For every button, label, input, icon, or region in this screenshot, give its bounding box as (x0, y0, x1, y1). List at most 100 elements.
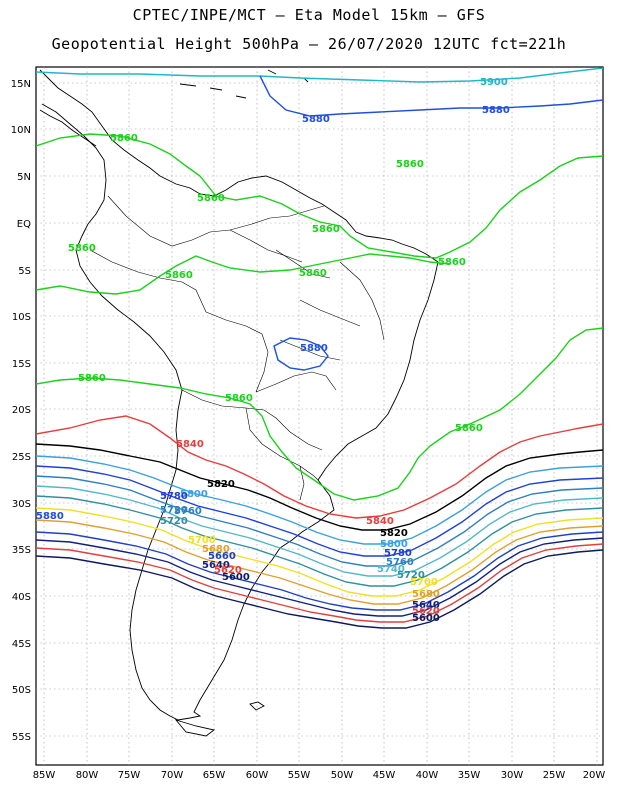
label-5700-a: 5700 (188, 535, 216, 546)
label-5780-a: 5780 (160, 491, 188, 502)
tierra-del-fuego (174, 719, 216, 737)
label-5880-edge: 5880 (36, 511, 64, 522)
contour-5600 (36, 549, 603, 629)
falklands (249, 701, 265, 711)
lat-label: 15S (12, 359, 31, 370)
contour-5880-north (259, 75, 603, 117)
map-frame (35, 66, 604, 766)
lon-label: 55W (288, 770, 311, 781)
contour-5900 (36, 67, 603, 83)
lon-label: 20W (583, 770, 606, 781)
label-5620-a: 5620 (214, 565, 242, 576)
contour-5800 (36, 455, 603, 545)
label-5740: 5740 (377, 564, 405, 575)
lat-label: 25S (12, 452, 31, 463)
contour-labels: 5900 5880 5880 5860 5860 5860 5860 5860 … (36, 77, 510, 624)
lon-label: 70W (161, 770, 184, 781)
label-5720-c: 5720 (397, 570, 425, 581)
label-5860-f: 5860 (165, 270, 193, 281)
label-5660: 5660 (208, 551, 236, 562)
label-5720-a: 5720 (160, 505, 188, 516)
contour-5640 (36, 537, 603, 617)
label-5860-g: 5860 (299, 268, 327, 279)
label-5860-k: 5860 (455, 423, 483, 434)
label-5640-a: 5640 (202, 560, 230, 571)
lon-label: 45W (373, 770, 396, 781)
label-5620-b: 5620 (412, 606, 440, 617)
label-5760-b: 5760 (386, 557, 414, 568)
chart-title: CPTEC/INPE/MCT – Eta Model 15km – GFS (132, 6, 486, 24)
central-america-outline (39, 109, 97, 147)
lat-label: 50S (12, 685, 31, 696)
label-5820-a: 5820 (207, 479, 235, 490)
contour-5740 (36, 485, 603, 577)
height-contours (36, 67, 603, 629)
label-5860-j: 5860 (225, 393, 253, 404)
label-5860-d: 5860 (312, 224, 340, 235)
lon-label: 80W (76, 770, 99, 781)
lat-label: 5N (17, 172, 31, 183)
label-5860-i: 5860 (78, 373, 106, 384)
lon-label: 85W (33, 770, 56, 781)
contour-5760 (36, 475, 603, 567)
graticule (36, 67, 603, 765)
lon-label: 60W (246, 770, 269, 781)
contour-5860-amazon (36, 253, 451, 295)
latitude-labels: 15N 10N 5N EQ 5S 10S 15S 20S 25S 30S 35S… (11, 79, 31, 743)
longitude-labels: 85W 80W 75W 70W 65W 60W 55W 50W 45W 40W … (33, 770, 606, 781)
lon-label: 35W (458, 770, 481, 781)
contour-5700 (36, 507, 603, 597)
country-borders (89, 195, 385, 501)
label-5880-closed: 5880 (300, 343, 328, 354)
contour-5660 (36, 531, 603, 611)
lat-label: 5S (18, 266, 31, 277)
lat-label: 20S (12, 405, 31, 416)
contour-5820 (36, 443, 603, 531)
label-5860-c: 5860 (197, 193, 225, 204)
lon-label: 50W (331, 770, 354, 781)
contour-5620 (36, 543, 603, 623)
label-5700-b: 5700 (410, 577, 438, 588)
label-5720-b: 5720 (160, 516, 188, 527)
lon-label: 75W (118, 770, 141, 781)
label-5860-e: 5860 (68, 243, 96, 254)
label-5780-b: 5780 (384, 548, 412, 559)
lon-label: 30W (501, 770, 524, 781)
lat-label: 35S (12, 545, 31, 556)
lat-label: EQ (17, 219, 31, 230)
contour-5680 (36, 519, 603, 605)
label-5600-a: 5600 (222, 572, 250, 583)
contour-5880-closed (273, 337, 329, 371)
label-5640-b: 5640 (412, 600, 440, 611)
lat-label: 45S (12, 639, 31, 650)
label-5760-a: 5760 (174, 506, 202, 517)
label-5680-a: 5680 (202, 544, 230, 555)
contour-5720 (36, 495, 603, 587)
label-5800-a: 5800 (180, 489, 208, 500)
contour-5780 (36, 465, 603, 557)
lon-label: 65W (203, 770, 226, 781)
label-5900: 5900 (480, 77, 508, 88)
contour-5860-north (36, 133, 603, 259)
lon-label: 25W (543, 770, 566, 781)
chart-subtitle: Geopotential Height 500hPa – 26/07/2020 … (51, 35, 567, 53)
south-america-outline (39, 69, 439, 721)
contour-5860-south (36, 327, 603, 501)
label-5600-b: 5600 (412, 613, 440, 624)
lat-label: 55S (12, 732, 31, 743)
label-5840-b: 5840 (366, 516, 394, 527)
label-5860-h: 5860 (438, 257, 466, 268)
label-5880-north-a: 5880 (302, 114, 330, 125)
lat-label: 30S (12, 499, 31, 510)
label-5820-b: 5820 (380, 528, 408, 539)
lat-label: 10N (11, 125, 31, 136)
label-5800-b: 5800 (380, 539, 408, 550)
lat-label: 15N (11, 79, 31, 90)
label-5840-a: 5840 (176, 439, 204, 450)
label-5880-north-b: 5880 (482, 105, 510, 116)
caribbean-islands (179, 69, 309, 99)
lat-label: 10S (12, 312, 31, 323)
label-5860-a: 5860 (110, 133, 138, 144)
label-5860-b: 5860 (396, 159, 424, 170)
lon-label: 40W (416, 770, 439, 781)
